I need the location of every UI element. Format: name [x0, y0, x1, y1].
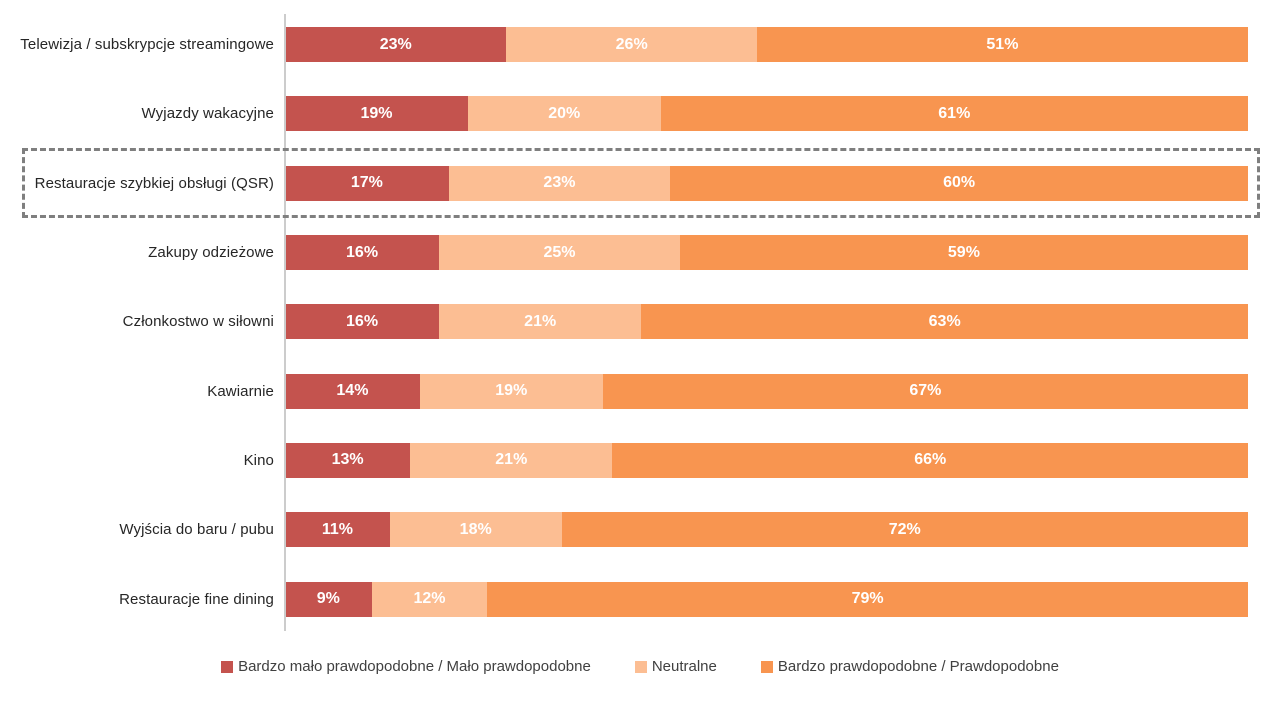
bar-segment-series-1: 19% [419, 373, 603, 409]
bar-segment-series-2: 79% [487, 581, 1248, 617]
bar-segment-series-0: 19% [285, 96, 468, 132]
bar-track: 23% 26% 51% [285, 27, 1248, 63]
bar-track: 13% 21% 66% [285, 442, 1248, 478]
bar-segment-series-1: 20% [467, 96, 661, 132]
bar-segment-series-1: 25% [439, 235, 680, 271]
bar-segment-series-1: 18% [389, 512, 562, 548]
category-label: Kino [243, 451, 274, 469]
legend-item-neutral: Neutralne [634, 658, 717, 675]
bar-segment-series-2: 59% [679, 235, 1248, 271]
bar-segment-series-2: 61% [660, 96, 1248, 132]
bar-track: 14% 19% 67% [285, 373, 1248, 409]
bar-segment-series-2: 67% [602, 373, 1248, 409]
category-label: Kawiarnie [207, 382, 274, 400]
chart-row: Kawiarnie 14% 19% 67% [0, 356, 1280, 425]
bar-segment-series-1: 21% [410, 442, 613, 478]
bar-segment-series-0: 13% [285, 442, 411, 478]
bar-track: 16% 21% 63% [285, 304, 1248, 340]
legend-item-likely: Bardzo prawdopodobne / Prawdopodobne [760, 658, 1059, 675]
bar-segment-series-1: 26% [506, 27, 757, 63]
chart-row: Restauracje szybkiej obsługi (QSR) 17% 23%… [0, 149, 1280, 218]
category-label: Zakupy odzieżowe [148, 244, 274, 262]
category-label: Wyjścia do baru / pubu [119, 521, 274, 539]
chart-row: Zakupy odzieżowe 16% 25% 59% [0, 218, 1280, 287]
bar-segment-series-2: 51% [756, 27, 1248, 63]
legend-label-likely: Bardzo prawdopodobne / Prawdopodobne [777, 658, 1059, 675]
chart-row: Restauracje fine dining 9% 12% 79% [0, 564, 1280, 633]
category-label: Restauracje szybkiej obsługi (QSR) [34, 174, 274, 192]
bar-segment-series-0: 9% [285, 581, 372, 617]
bar-track: 11% 18% 72% [285, 512, 1248, 548]
legend-swatch-neutral [634, 660, 647, 673]
bar-segment-series-0: 11% [285, 512, 390, 548]
chart-rows: Telewizja / subskrypcje streamingowe 23% 2… [0, 10, 1280, 634]
legend-swatch-likely [760, 660, 773, 673]
bar-segment-series-0: 23% [285, 27, 507, 63]
category-label: Wyjazdy wakacyjne [141, 105, 274, 123]
bar-segment-series-1: 23% [448, 165, 671, 201]
bar-segment-series-1: 21% [439, 304, 642, 340]
bar-segment-series-2: 66% [612, 442, 1248, 478]
bar-segment-series-0: 14% [285, 373, 420, 409]
chart-row: Kino 13% 21% 66% [0, 426, 1280, 495]
category-label: Telewizja / subskrypcje streamingowe [20, 36, 274, 54]
bar-track: 19% 20% 61% [285, 96, 1248, 132]
bar-track: 9% 12% 79% [285, 581, 1248, 617]
bar-segment-series-2: 72% [561, 512, 1248, 548]
legend: Bardzo mało prawdopodobne / Mało prawdop… [0, 658, 1280, 675]
chart-row: Członkostwo w siłowni 16% 21% 63% [0, 287, 1280, 356]
chart-row: Telewizja / subskrypcje streamingowe 23% 2… [0, 10, 1280, 79]
category-label: Członkostwo w siłowni [122, 313, 274, 331]
bar-segment-series-2: 60% [670, 165, 1248, 201]
chart-row: Wyjazdy wakacyjne 19% 20% 61% [0, 79, 1280, 148]
bar-track: 17% 23% 60% [285, 165, 1248, 201]
bar-segment-series-0: 17% [285, 165, 449, 201]
bar-segment-series-1: 12% [371, 581, 488, 617]
bar-segment-series-0: 16% [285, 304, 440, 340]
bar-segment-series-0: 16% [285, 235, 440, 271]
bar-segment-series-2: 63% [641, 304, 1248, 340]
bar-track: 16% 25% 59% [285, 235, 1248, 271]
category-label: Restauracje fine dining [119, 590, 274, 608]
legend-swatch-unlikely [221, 660, 234, 673]
legend-item-unlikely: Bardzo mało prawdopodobne / Mało prawdop… [221, 658, 591, 675]
legend-label-neutral: Neutralne [651, 658, 717, 675]
chart-row: Wyjścia do baru / pubu 11% 18% 72% [0, 495, 1280, 564]
legend-label-unlikely: Bardzo mało prawdopodobne / Mało prawdop… [238, 658, 591, 675]
